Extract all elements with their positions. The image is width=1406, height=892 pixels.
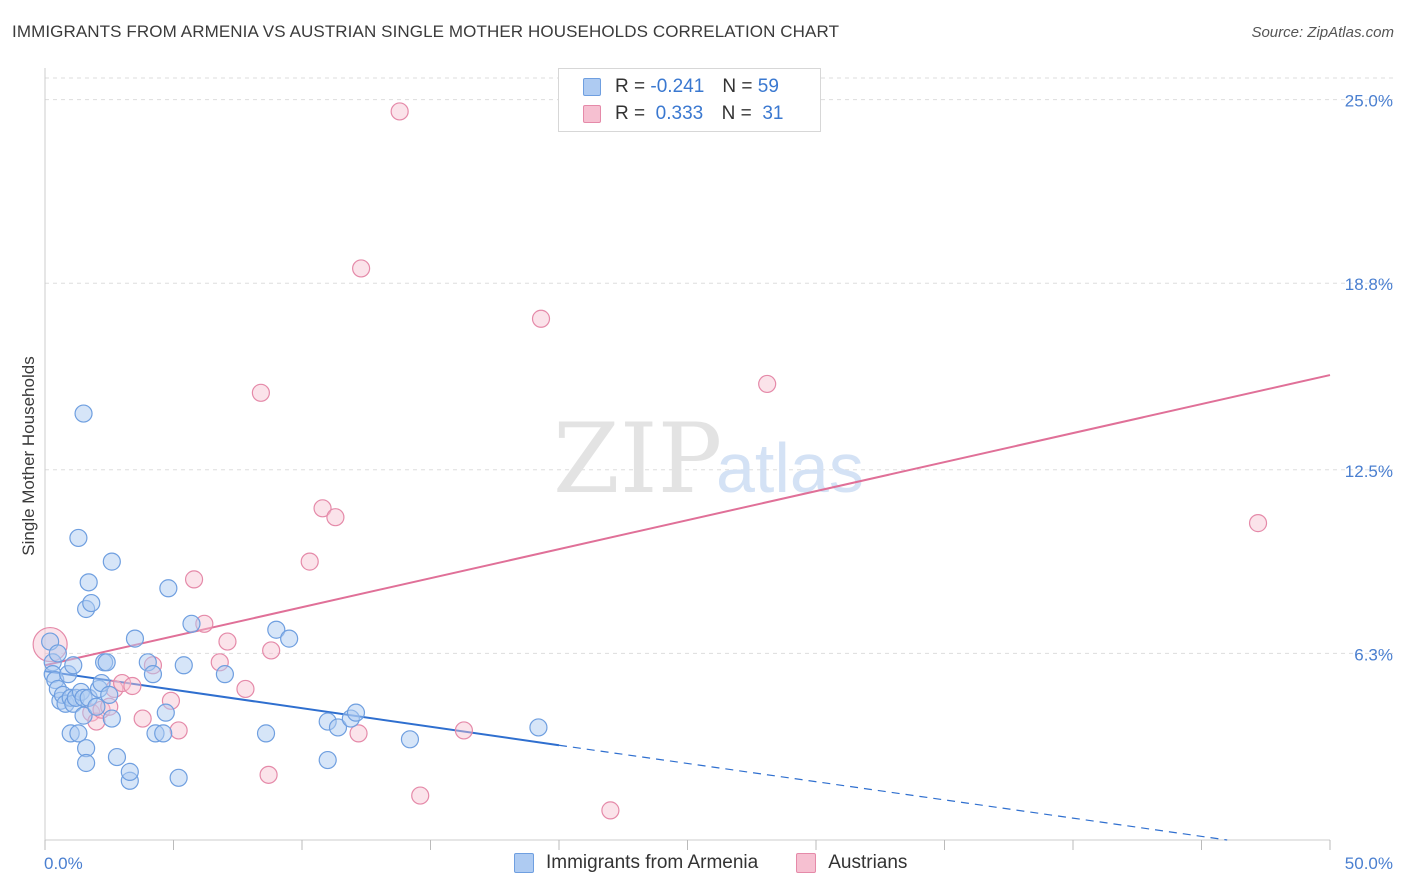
data-point-armenia: [280, 629, 299, 648]
data-points: [32, 102, 1268, 820]
series-swatch-pink: [796, 853, 817, 873]
data-point-armenia: [69, 724, 88, 743]
legend-swatch-blue: [583, 78, 601, 96]
series-label-austrians: Austrians: [828, 852, 908, 873]
data-point-armenia: [174, 656, 193, 675]
data-point-austrians: [169, 721, 188, 740]
data-point-armenia: [346, 703, 366, 722]
axes: [44, 68, 1331, 850]
x-tick-label: 50.0%: [1345, 854, 1393, 873]
grid-lines: [45, 77, 1395, 654]
series-label-armenia: Immigrants from Armenia: [546, 852, 759, 873]
data-point-armenia: [102, 709, 121, 728]
x-tick-label: 0.0%: [44, 854, 83, 873]
data-point-armenia: [74, 706, 93, 725]
data-point-armenia: [79, 573, 98, 592]
data-point-austrians: [262, 641, 281, 660]
data-point-armenia: [102, 552, 121, 571]
data-point-austrians: [218, 632, 237, 651]
legend-row-austrians: R = 0.333 N = 31: [583, 101, 783, 127]
data-point-armenia: [64, 656, 83, 675]
data-point-austrians: [236, 679, 255, 699]
data-point-armenia: [328, 718, 348, 737]
data-point-austrians: [531, 309, 551, 328]
legend-r-label: R =: [615, 103, 646, 124]
chart-title: IMMIGRANTS FROM ARMENIA VS AUSTRIAN SING…: [12, 22, 840, 41]
watermark-zip: ZIP: [553, 403, 722, 515]
data-point-armenia: [215, 665, 234, 684]
data-point-austrians: [326, 508, 345, 527]
legend-n-value: 31: [762, 103, 784, 124]
data-point-austrians: [601, 801, 620, 820]
data-point-armenia: [169, 768, 188, 787]
legend-n-label: N =: [721, 103, 752, 124]
data-point-armenia: [156, 703, 175, 722]
data-point-armenia: [97, 653, 116, 672]
data-point-austrians: [411, 786, 430, 805]
data-point-armenia: [159, 579, 178, 598]
data-point-armenia: [100, 685, 119, 704]
data-point-armenia: [125, 629, 145, 648]
data-point-armenia: [74, 404, 93, 423]
legend-swatch-pink: [583, 105, 601, 123]
trend-line-armenia-extension: [558, 744, 1228, 841]
correlation-legend: R = -0.241 N = 59 R = 0.333 N = 31: [558, 68, 821, 132]
data-point-armenia: [318, 750, 337, 770]
watermark-atlas: atlas: [716, 429, 864, 507]
data-point-austrians: [251, 383, 270, 402]
data-point-armenia: [48, 644, 67, 663]
legend-row-armenia: R = -0.241 N = 59: [583, 74, 779, 100]
data-point-austrians: [390, 102, 409, 121]
y-tick-label: 18.8%: [1345, 275, 1393, 294]
legend-r-label: R =: [615, 76, 646, 97]
series-legend-austrians: Austrians: [796, 852, 907, 874]
data-point-armenia: [87, 697, 106, 716]
y-tick-label: 25.0%: [1345, 92, 1393, 111]
y-tick-label: 6.3%: [1354, 645, 1393, 664]
data-point-austrians: [112, 673, 132, 693]
data-point-austrians: [454, 721, 474, 740]
data-point-armenia: [82, 593, 101, 613]
data-point-austrians: [1248, 514, 1268, 533]
y-axis-label: Single Mother Households: [19, 356, 38, 555]
series-swatch-blue: [514, 853, 534, 873]
data-point-armenia: [77, 753, 96, 773]
data-point-austrians: [133, 709, 152, 728]
legend-r-value: -0.241: [650, 76, 705, 97]
tick-labels: 6.3% 12.5% 18.8% 25.0% 0.0% 50.0%: [44, 92, 1393, 873]
data-point-austrians: [313, 499, 332, 518]
data-point-austrians: [349, 724, 368, 743]
legend-n-label: N =: [722, 76, 753, 97]
data-point-armenia: [400, 730, 420, 749]
data-point-austrians: [184, 570, 204, 589]
data-point-austrians: [758, 374, 777, 394]
series-legend-armenia: Immigrants from Armenia: [514, 852, 758, 874]
data-point-armenia: [267, 620, 286, 639]
data-point-armenia: [256, 724, 276, 743]
data-point-austrians: [123, 676, 142, 696]
legend-r-value: 0.333: [655, 103, 704, 124]
data-point-armenia: [154, 724, 173, 743]
data-point-armenia: [143, 665, 163, 684]
data-point-austrians: [352, 259, 371, 278]
data-point-austrians: [259, 765, 278, 784]
data-point-armenia: [120, 762, 139, 781]
watermark: ZIP atlas: [553, 403, 864, 515]
trend-line-austrians: [44, 374, 1331, 667]
data-point-austrians: [300, 552, 319, 571]
legend-n-value: 59: [757, 76, 779, 97]
y-tick-label: 12.5%: [1345, 462, 1393, 481]
data-point-armenia: [107, 747, 127, 767]
source-credit: Source: ZipAtlas.com: [1251, 24, 1394, 41]
data-point-armenia: [69, 528, 88, 548]
data-point-armenia: [529, 718, 548, 737]
series-legend: Immigrants from Armenia Austrians: [514, 852, 945, 874]
data-point-armenia: [182, 614, 201, 633]
